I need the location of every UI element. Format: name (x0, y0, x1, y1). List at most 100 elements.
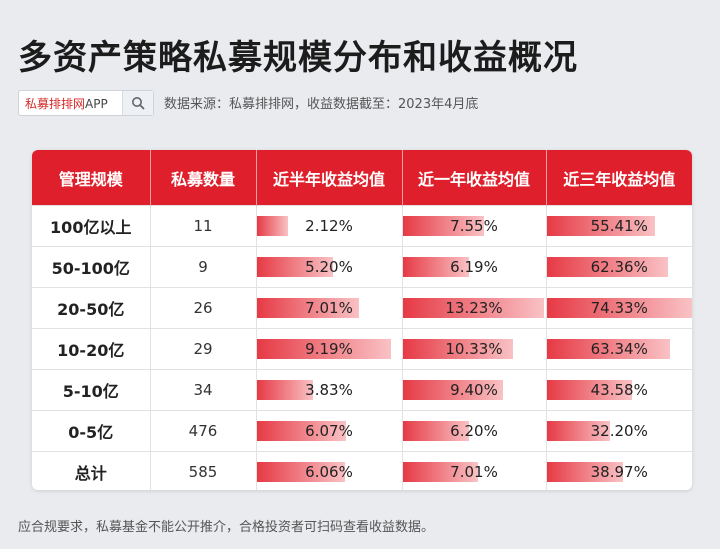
return-value: 9.40% (450, 381, 498, 399)
scale-cell: 20-50亿 (32, 287, 151, 329)
half-return-cell: 2.12% (256, 205, 403, 247)
three-return-cell: 55.41% (546, 205, 692, 247)
count-cell: 476 (150, 410, 257, 452)
table-header-row: 管理规模 私募数量 近半年收益均值 近一年收益均值 近三年收益均值 (32, 150, 692, 206)
one-return-cell: 7.01% (402, 451, 547, 490)
return-bar (402, 462, 478, 482)
table-row: 0-5亿 476 6.07% 6.20% 32.20% (32, 410, 692, 452)
return-bar (402, 421, 469, 441)
one-return-cell: 6.20% (402, 410, 547, 452)
returns-table-card: 管理规模 私募数量 近半年收益均值 近一年收益均值 近三年收益均值 100亿以上… (32, 150, 692, 490)
return-bar (256, 421, 346, 441)
return-value: 43.58% (590, 381, 648, 399)
half-return-cell: 6.06% (256, 451, 403, 490)
page-title: 多资产策略私募规模分布和收益概况 (18, 38, 578, 78)
return-bar (256, 380, 313, 400)
return-bar (256, 339, 391, 359)
return-bar (256, 462, 345, 482)
table-row: 5-10亿 34 3.83% 9.40% 43.58% (32, 369, 692, 411)
return-value: 9.19% (305, 340, 353, 358)
count-cell: 26 (150, 287, 257, 329)
return-bar (546, 421, 610, 441)
return-bar (546, 339, 670, 359)
return-value: 7.01% (450, 463, 498, 481)
scale-cell: 5-10亿 (32, 369, 151, 411)
return-bar (256, 216, 288, 236)
count-cell: 11 (150, 205, 257, 247)
three-return-cell: 43.58% (546, 369, 692, 411)
return-bar (402, 216, 484, 236)
search-app: APP (85, 96, 108, 111)
half-return-cell: 6.07% (256, 410, 403, 452)
table-row: 10-20亿 29 9.19% 10.33% 63.34% (32, 328, 692, 370)
table-row: 50-100亿 9 5.20% 6.19% 62.36% (32, 246, 692, 288)
header-scale: 管理规模 (32, 150, 151, 206)
return-value: 63.34% (590, 340, 648, 358)
return-value: 10.33% (445, 340, 503, 358)
three-return-cell: 74.33% (546, 287, 692, 329)
search-box[interactable]: 私募排排网APP (18, 90, 154, 116)
return-value: 6.06% (305, 463, 353, 481)
table-row: 100亿以上 11 2.12% 7.55% 55.41% (32, 205, 692, 247)
table-row: 总计 585 6.06% 7.01% 38.97% (32, 451, 692, 490)
return-bar (546, 298, 692, 318)
return-bar (402, 339, 513, 359)
three-return-cell: 62.36% (546, 246, 692, 288)
return-bar (402, 380, 503, 400)
three-return-cell: 38.97% (546, 451, 692, 490)
return-value: 6.19% (450, 258, 498, 276)
scale-cell: 10-20亿 (32, 328, 151, 370)
return-value: 62.36% (590, 258, 648, 276)
return-bar (546, 257, 668, 277)
half-return-cell: 5.20% (256, 246, 403, 288)
half-return-cell: 9.19% (256, 328, 403, 370)
return-value: 7.55% (450, 217, 498, 235)
return-value: 32.20% (590, 422, 648, 440)
return-bar (256, 257, 333, 277)
search-brand: 私募排排网 (25, 96, 86, 111)
return-bar (546, 462, 623, 482)
scale-cell: 100亿以上 (32, 205, 151, 247)
return-value: 13.23% (445, 299, 503, 317)
return-value: 74.33% (590, 299, 648, 317)
return-bar (546, 380, 632, 400)
scale-cell: 总计 (32, 451, 151, 490)
scale-cell: 0-5亿 (32, 410, 151, 452)
return-value: 6.07% (305, 422, 353, 440)
return-bar (256, 298, 359, 318)
return-value: 3.83% (305, 381, 353, 399)
table-row: 20-50亿 26 7.01% 13.23% 74.33% (32, 287, 692, 329)
compliance-note: 应合规要求，私募基金不能公开推介，合格投资者可扫码查看收益数据。 (18, 520, 435, 535)
count-cell: 29 (150, 328, 257, 370)
search-button[interactable] (122, 91, 153, 115)
header-one-year-return: 近一年收益均值 (402, 150, 547, 206)
returns-table: 管理规模 私募数量 近半年收益均值 近一年收益均值 近三年收益均值 100亿以上… (32, 150, 692, 490)
return-value: 38.97% (590, 463, 648, 481)
one-return-cell: 13.23% (402, 287, 547, 329)
search-text[interactable]: 私募排排网APP (19, 95, 122, 112)
count-cell: 585 (150, 451, 257, 490)
return-value: 7.01% (305, 299, 353, 317)
search-icon (132, 97, 145, 110)
one-return-cell: 10.33% (402, 328, 547, 370)
one-return-cell: 6.19% (402, 246, 547, 288)
return-bar (402, 298, 544, 318)
return-value: 6.20% (450, 422, 498, 440)
header-three-year-return: 近三年收益均值 (546, 150, 692, 206)
three-return-cell: 32.20% (546, 410, 692, 452)
three-return-cell: 63.34% (546, 328, 692, 370)
return-value: 2.12% (305, 217, 353, 235)
return-bar (546, 216, 655, 236)
header-half-year-return: 近半年收益均值 (256, 150, 403, 206)
scale-cell: 50-100亿 (32, 246, 151, 288)
return-bar (402, 257, 469, 277)
half-return-cell: 3.83% (256, 369, 403, 411)
return-value: 55.41% (590, 217, 648, 235)
count-cell: 34 (150, 369, 257, 411)
data-source-note: 数据来源：私募排排网，收益数据截至：2023年4月底 (164, 97, 479, 112)
return-value: 5.20% (305, 258, 353, 276)
header-count: 私募数量 (150, 150, 257, 206)
half-return-cell: 7.01% (256, 287, 403, 329)
one-return-cell: 9.40% (402, 369, 547, 411)
count-cell: 9 (150, 246, 257, 288)
